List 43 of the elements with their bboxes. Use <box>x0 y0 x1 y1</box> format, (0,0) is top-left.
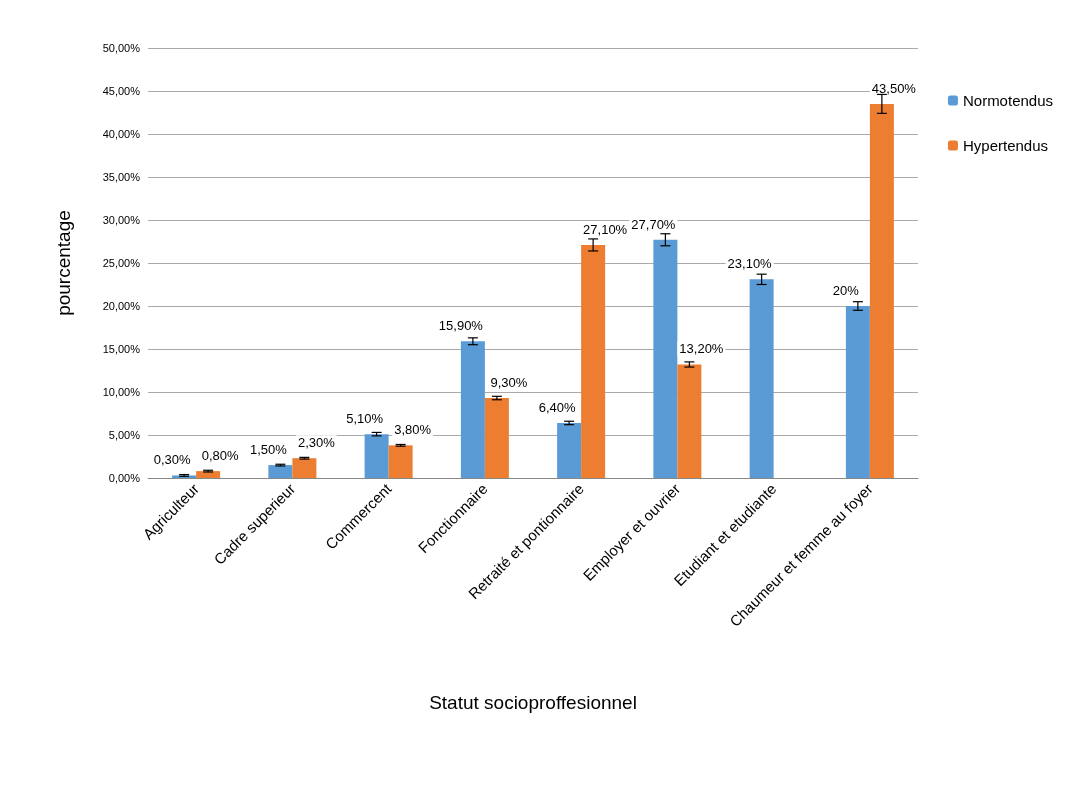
y-tick-label: 20,00% <box>102 300 141 312</box>
data-label: 27,10% <box>583 221 628 237</box>
y-axis-title: pourcentage <box>53 210 74 316</box>
data-label: 5,10% <box>346 411 384 427</box>
y-tick-label: 10,00% <box>102 386 141 398</box>
data-label: 6,40% <box>538 399 576 415</box>
legend-label: Hypertendus <box>962 137 1049 154</box>
y-tick-label: 50,00% <box>102 42 141 54</box>
data-label: 2,30% <box>297 435 336 451</box>
y-tick-label: 30,00% <box>102 214 141 226</box>
data-label: 27,70% <box>631 216 676 232</box>
data-label: 15,90% <box>438 318 484 334</box>
y-tick-label: 40,00% <box>102 128 141 140</box>
y-tick-label: 5,00% <box>108 429 141 441</box>
bar <box>653 239 678 478</box>
data-label: 43,50% <box>871 80 917 96</box>
data-label: 23,10% <box>727 256 773 272</box>
x-axis-title: Statut socioproffesionnel <box>429 692 637 713</box>
bar <box>845 306 870 478</box>
y-tick-label: 35,00% <box>102 171 141 183</box>
data-label: 13,20% <box>679 341 724 357</box>
bar <box>869 103 894 478</box>
bar <box>581 244 606 478</box>
bar <box>292 458 317 478</box>
data-label: 1,50% <box>249 442 288 458</box>
bar <box>484 398 509 478</box>
data-label: 9,30% <box>490 375 528 391</box>
y-tick-label: 0,00% <box>108 472 141 484</box>
data-label: 0,80% <box>201 448 239 464</box>
bar <box>388 445 413 478</box>
bar <box>677 364 702 478</box>
bar <box>364 434 389 478</box>
bar <box>749 279 774 478</box>
bar <box>557 422 582 478</box>
y-tick-label: 45,00% <box>102 85 141 97</box>
data-label: 3,80% <box>394 422 432 438</box>
y-tick-label: 25,00% <box>102 257 141 269</box>
bar <box>268 465 293 478</box>
legend-label: Normotendus <box>962 92 1053 109</box>
data-label: 0,30% <box>153 452 191 468</box>
bar <box>460 341 485 478</box>
data-label: 20% <box>832 283 860 298</box>
y-tick-label: 15,00% <box>102 343 141 355</box>
